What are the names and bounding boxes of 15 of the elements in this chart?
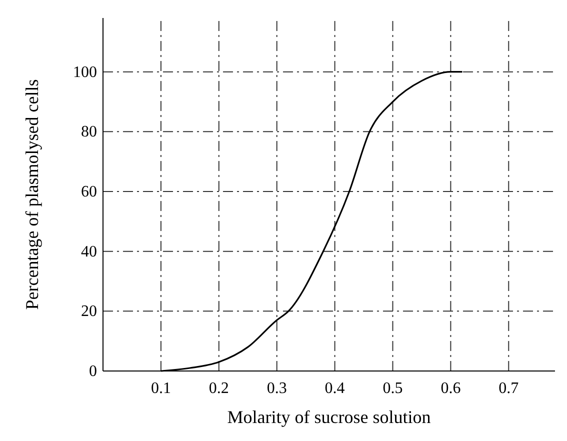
y-tick-label: 100 (73, 64, 97, 81)
x-axis-title: Molarity of sucrose solution (227, 407, 431, 427)
y-tick-label: 80 (81, 124, 97, 141)
y-tick-label: 60 (81, 184, 97, 201)
x-tick-label: 0.4 (324, 380, 345, 397)
y-axis-title: Percentage of plasmolysed cells (22, 79, 42, 310)
y-tick-label: 0 (89, 363, 97, 380)
y-tick-label: 20 (81, 303, 97, 320)
x-tick-label: 0.7 (498, 380, 519, 397)
x-tick-label: 0.3 (266, 380, 287, 397)
y-tick-label: 40 (81, 243, 97, 260)
x-tick-label: 0.2 (208, 380, 229, 397)
x-tick-label: 0.1 (150, 380, 171, 397)
x-tick-label: 0.6 (440, 380, 461, 397)
x-tick-label: 0.5 (382, 380, 403, 397)
